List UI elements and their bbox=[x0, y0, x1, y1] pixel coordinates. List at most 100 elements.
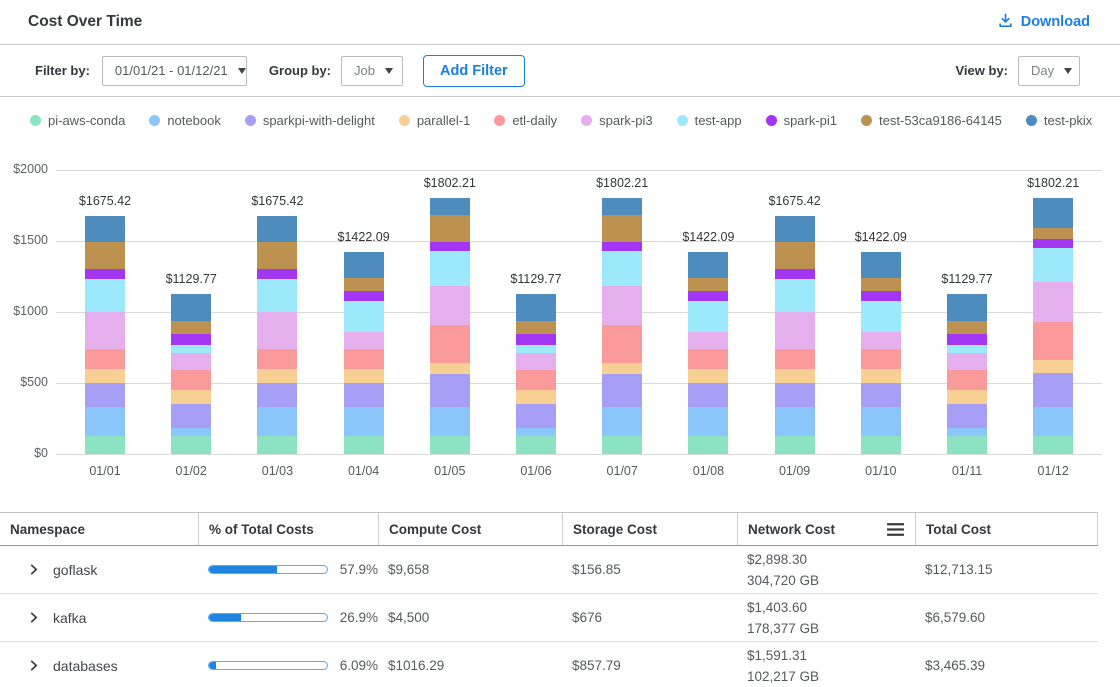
bar-segment-parallel-1[interactable] bbox=[1033, 360, 1074, 374]
bar-segment-test-53ca9186-64145[interactable] bbox=[85, 242, 125, 270]
bar-segment-test-app[interactable] bbox=[860, 300, 901, 332]
bar-segment-sparkpi-with-delight[interactable] bbox=[1033, 373, 1074, 408]
group-by-select[interactable]: Job bbox=[341, 55, 404, 86]
table-row[interactable]: databases 6.09% $1016.29 $857.79 $1,591.31 10… bbox=[0, 642, 1098, 687]
bar-segment-parallel-1[interactable] bbox=[257, 368, 298, 384]
bar-segment-spark-pi1[interactable] bbox=[429, 242, 470, 251]
bar-segment-parallel-1[interactable] bbox=[947, 390, 987, 405]
bar-segment-test-pkix[interactable] bbox=[774, 216, 815, 243]
bar-segment-notebook[interactable] bbox=[860, 407, 901, 436]
bar-segment-spark-pi1[interactable] bbox=[947, 334, 987, 346]
bar-segment-notebook[interactable] bbox=[171, 428, 212, 436]
bar-segment-sparkpi-with-delight[interactable] bbox=[516, 404, 556, 429]
legend-item[interactable]: test-app bbox=[676, 113, 742, 128]
legend-item[interactable]: spark-pi3 bbox=[581, 113, 653, 128]
bar-segment-parallel-1[interactable] bbox=[171, 390, 212, 405]
chevron-right-icon[interactable] bbox=[28, 659, 40, 672]
bar-segment-sparkpi-with-delight[interactable] bbox=[343, 383, 384, 408]
bar-segment-test-app[interactable] bbox=[257, 279, 298, 313]
bar-segment-parallel-1[interactable] bbox=[774, 368, 815, 384]
bar-segment-etl-daily[interactable] bbox=[947, 370, 987, 391]
bar-segment-notebook[interactable] bbox=[602, 407, 643, 436]
stacked-bar[interactable] bbox=[860, 252, 901, 454]
bar-segment-pi-aws-conda[interactable] bbox=[688, 435, 729, 454]
bar-segment-spark-pi1[interactable] bbox=[171, 334, 212, 346]
bar-segment-test-pkix[interactable] bbox=[257, 216, 298, 243]
bar-segment-pi-aws-conda[interactable] bbox=[602, 435, 643, 454]
bar-segment-spark-pi1[interactable] bbox=[343, 290, 384, 301]
stacked-bar[interactable] bbox=[257, 216, 298, 454]
bar-segment-pi-aws-conda[interactable] bbox=[516, 435, 556, 454]
bar-segment-spark-pi1[interactable] bbox=[1033, 238, 1074, 249]
bar-segment-sparkpi-with-delight[interactable] bbox=[774, 383, 815, 408]
bar-segment-test-app[interactable] bbox=[343, 300, 384, 332]
bar-segment-pi-aws-conda[interactable] bbox=[257, 435, 298, 454]
bar-segment-parallel-1[interactable] bbox=[516, 390, 556, 405]
bar-segment-spark-pi3[interactable] bbox=[85, 312, 125, 349]
bar-segment-notebook[interactable] bbox=[516, 428, 556, 436]
bar-segment-test-53ca9186-64145[interactable] bbox=[257, 242, 298, 270]
bar-segment-test-pkix[interactable] bbox=[1033, 198, 1074, 228]
stacked-bar[interactable] bbox=[516, 293, 556, 454]
bar-segment-notebook[interactable] bbox=[774, 407, 815, 436]
bar-segment-test-pkix[interactable] bbox=[947, 293, 987, 322]
bar-segment-test-app[interactable] bbox=[85, 279, 125, 313]
bar-segment-sparkpi-with-delight[interactable] bbox=[947, 404, 987, 429]
bar-segment-test-app[interactable] bbox=[774, 279, 815, 313]
bar-segment-etl-daily[interactable] bbox=[429, 324, 470, 364]
stacked-bar[interactable] bbox=[343, 252, 384, 454]
bar-segment-etl-daily[interactable] bbox=[343, 348, 384, 369]
bar-segment-test-app[interactable] bbox=[171, 345, 212, 354]
bar-segment-sparkpi-with-delight[interactable] bbox=[602, 374, 643, 408]
bar-segment-test-pkix[interactable] bbox=[85, 216, 125, 243]
bar-segment-pi-aws-conda[interactable] bbox=[774, 435, 815, 454]
bar-segment-etl-daily[interactable] bbox=[257, 348, 298, 369]
view-by-select[interactable]: Day bbox=[1018, 55, 1080, 86]
legend-item[interactable]: test-pkix bbox=[1025, 113, 1092, 128]
bar-segment-pi-aws-conda[interactable] bbox=[429, 435, 470, 454]
bar-segment-test-pkix[interactable] bbox=[602, 198, 643, 216]
bar-segment-notebook[interactable] bbox=[688, 407, 729, 436]
bar-segment-test-pkix[interactable] bbox=[343, 252, 384, 278]
bar-segment-test-53ca9186-64145[interactable] bbox=[343, 277, 384, 291]
bar-segment-test-53ca9186-64145[interactable] bbox=[516, 321, 556, 335]
bar-segment-etl-daily[interactable] bbox=[774, 348, 815, 369]
bar-segment-test-app[interactable] bbox=[429, 250, 470, 287]
bar-segment-test-53ca9186-64145[interactable] bbox=[860, 277, 901, 291]
bar-segment-notebook[interactable] bbox=[947, 428, 987, 436]
bar-segment-spark-pi3[interactable] bbox=[688, 331, 729, 349]
bar-segment-etl-daily[interactable] bbox=[171, 370, 212, 391]
bar-segment-spark-pi3[interactable] bbox=[602, 286, 643, 325]
bar-segment-spark-pi1[interactable] bbox=[516, 334, 556, 346]
bar-segment-spark-pi1[interactable] bbox=[688, 290, 729, 301]
legend-item[interactable]: etl-daily bbox=[494, 113, 557, 128]
bar-segment-spark-pi1[interactable] bbox=[85, 269, 125, 280]
chevron-right-icon[interactable] bbox=[28, 611, 40, 624]
bar-segment-spark-pi3[interactable] bbox=[257, 312, 298, 349]
bar-segment-etl-daily[interactable] bbox=[1033, 321, 1074, 361]
bar-segment-test-53ca9186-64145[interactable] bbox=[429, 215, 470, 243]
bar-segment-sparkpi-with-delight[interactable] bbox=[688, 383, 729, 408]
legend-item[interactable]: test-53ca9186-64145 bbox=[861, 113, 1002, 128]
table-row[interactable]: kafka 26.9% $4,500 $676 $1,403.60 178,377 GB $… bbox=[0, 594, 1098, 642]
bar-segment-test-53ca9186-64145[interactable] bbox=[774, 242, 815, 270]
bar-segment-sparkpi-with-delight[interactable] bbox=[429, 374, 470, 408]
bar-segment-spark-pi3[interactable] bbox=[429, 286, 470, 325]
bar-segment-spark-pi3[interactable] bbox=[516, 353, 556, 371]
legend-item[interactable]: spark-pi1 bbox=[765, 113, 837, 128]
bar-segment-spark-pi1[interactable] bbox=[602, 242, 643, 251]
bar-segment-pi-aws-conda[interactable] bbox=[947, 435, 987, 454]
bar-segment-test-app[interactable] bbox=[602, 250, 643, 287]
stacked-bar[interactable] bbox=[1033, 198, 1074, 454]
bar-segment-sparkpi-with-delight[interactable] bbox=[257, 383, 298, 408]
stacked-bar[interactable] bbox=[774, 216, 815, 454]
bar-segment-test-pkix[interactable] bbox=[688, 252, 729, 278]
stacked-bar[interactable] bbox=[688, 252, 729, 454]
bar-segment-spark-pi3[interactable] bbox=[860, 331, 901, 349]
stacked-bar[interactable] bbox=[947, 293, 987, 454]
legend-item[interactable]: sparkpi-with-delight bbox=[244, 113, 375, 128]
bar-segment-sparkpi-with-delight[interactable] bbox=[860, 383, 901, 408]
legend-item[interactable]: notebook bbox=[149, 113, 221, 128]
bar-segment-pi-aws-conda[interactable] bbox=[343, 435, 384, 454]
date-range-select[interactable]: 01/01/21 - 01/12/21 bbox=[101, 55, 247, 86]
